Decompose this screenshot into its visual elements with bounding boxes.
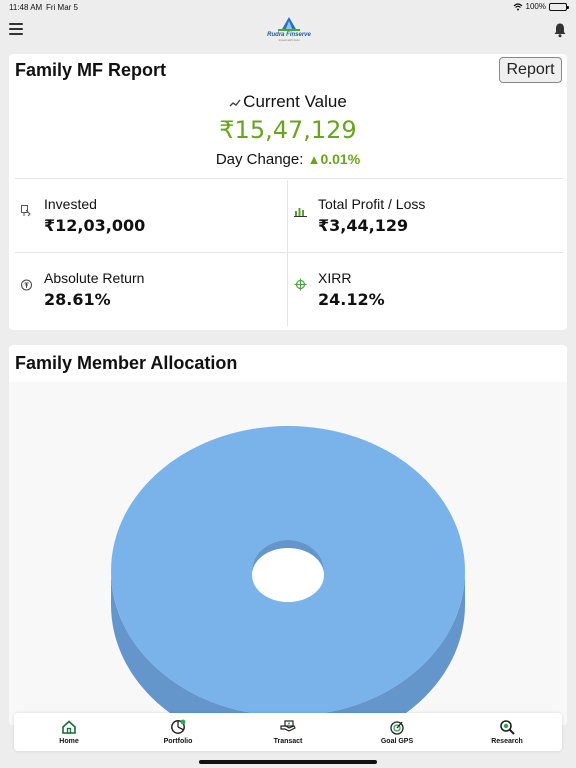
invested-label: Invested — [44, 196, 97, 212]
absolute-return-label: Absolute Return — [44, 270, 145, 286]
allocation-pie-chart[interactable] — [9, 382, 567, 725]
profit-loss-value: ₹3,44,129 — [318, 216, 409, 235]
status-time: 11:48 AM — [9, 3, 43, 12]
pie-chart-icon — [171, 719, 186, 734]
nav-label: Goal GPS — [380, 738, 414, 745]
divider — [287, 180, 288, 326]
trend-line-icon — [229, 99, 241, 107]
status-date: Fri Mar 5 — [46, 3, 78, 12]
day-change: Day Change: ▲0.01% — [9, 151, 567, 168]
top-bar: Rudra Finserve Invest with trust — [0, 14, 576, 46]
up-arrow-icon: ▲ — [307, 152, 321, 167]
nav-home[interactable]: Home — [34, 713, 104, 751]
hand-money-icon — [280, 720, 296, 732]
xirr-label: XIRR — [318, 270, 352, 286]
status-bar: 11:48 AM Fri Mar 5 100% — [0, 0, 576, 14]
battery-icon — [549, 2, 569, 11]
profit-loss-label: Total Profit / Loss — [318, 196, 426, 212]
magnifier-icon — [500, 720, 515, 735]
invested-stat: Invested ₹12,03,000 — [20, 196, 280, 236]
invested-value: ₹12,03,000 — [44, 216, 146, 235]
money-bag-icon — [21, 279, 32, 291]
current-value-label: Current Value — [243, 92, 347, 111]
nav-label: Home — [59, 738, 79, 745]
hand-coin-icon — [21, 205, 31, 217]
home-indicator[interactable] — [199, 760, 377, 764]
nav-label: Portfolio — [163, 738, 193, 745]
allocation-title: Family Member Allocation — [15, 353, 238, 373]
bottom-nav: Home Portfolio Transact Goal GPS Res — [14, 713, 562, 751]
target-icon — [390, 721, 404, 735]
nav-label: Transact — [273, 738, 303, 745]
bell-icon[interactable] — [553, 22, 567, 38]
bar-chart-icon — [294, 208, 307, 217]
pie-hole — [252, 548, 324, 602]
crosshair-icon — [294, 278, 307, 291]
logo-text: Rudra Finserve — [267, 32, 311, 38]
pie-hole-wall — [252, 540, 324, 581]
family-member-allocation-card: Family Member Allocation — [9, 345, 567, 725]
absolute-return-value: 28.61% — [44, 290, 111, 309]
nav-portfolio[interactable]: Portfolio — [143, 713, 213, 751]
xirr-stat: XIRR 24.12% — [294, 270, 554, 310]
battery-percent: 100% — [525, 2, 546, 11]
logo-mark-icon — [278, 17, 300, 31]
profit-loss-stat: Total Profit / Loss ₹3,44,129 — [294, 196, 554, 236]
allocation-chart — [9, 382, 567, 725]
nav-transact[interactable]: Transact — [253, 713, 323, 751]
menu-icon[interactable] — [9, 23, 23, 35]
report-button[interactable]: Report — [499, 57, 562, 83]
day-change-label: Day Change: — [215, 151, 304, 168]
wifi-icon — [513, 2, 522, 10]
absolute-return-stat: Absolute Return 28.61% — [20, 270, 280, 310]
nav-goal-gps[interactable]: Goal GPS — [362, 713, 432, 751]
nav-label: Research — [491, 738, 523, 745]
family-mf-report-card: Family MF Report Report Current Value ₹1… — [9, 54, 567, 330]
divider — [15, 252, 563, 253]
current-value-heading: Current Value — [9, 92, 567, 112]
nav-research[interactable]: Research — [472, 713, 542, 751]
current-value-amount: ₹15,47,129 — [219, 116, 357, 144]
xirr-value: 24.12% — [318, 290, 385, 309]
card-title: Family MF Report — [15, 60, 167, 80]
pie-slice-top — [111, 426, 465, 716]
day-change-value: 0.01% — [320, 151, 361, 167]
home-icon — [62, 720, 76, 734]
pie-slice[interactable] — [111, 426, 465, 716]
app-logo: Rudra Finserve Invest with trust — [262, 16, 316, 44]
logo-tagline: Invest with trust — [278, 38, 300, 42]
status-right: 100% — [513, 2, 569, 11]
divider — [15, 178, 563, 179]
